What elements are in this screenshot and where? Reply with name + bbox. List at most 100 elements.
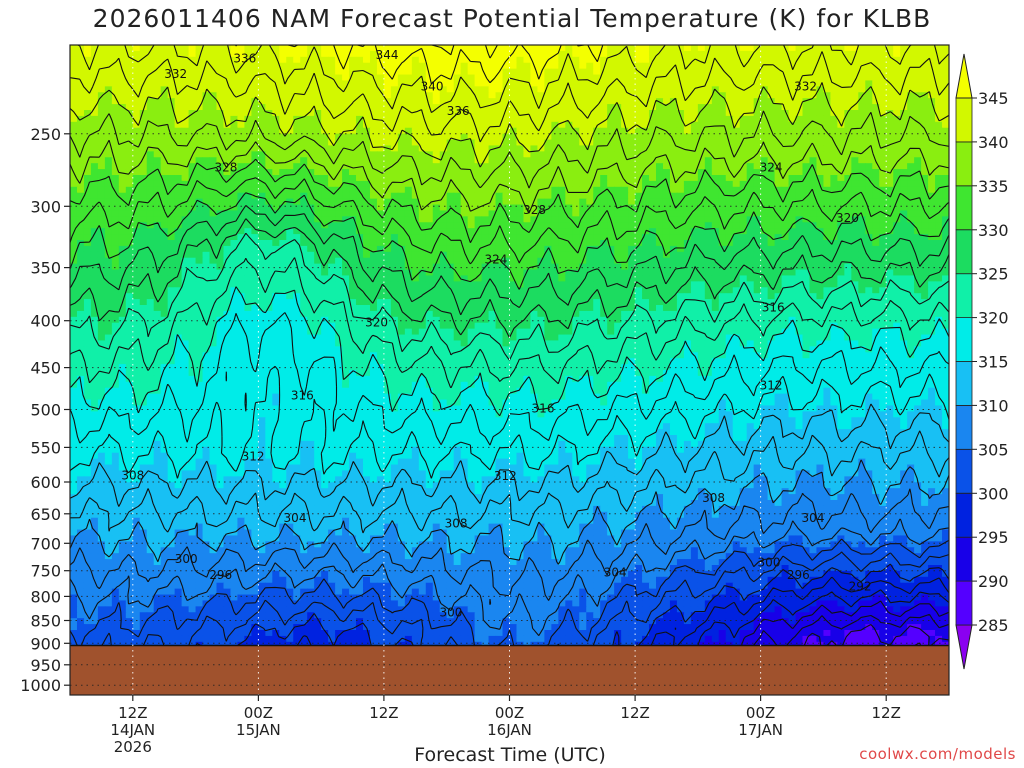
field-cell bbox=[70, 98, 78, 105]
field-cell bbox=[865, 74, 873, 82]
field-cell bbox=[314, 110, 322, 117]
field-cell bbox=[565, 157, 573, 164]
field-cell bbox=[383, 121, 392, 129]
field-cell bbox=[481, 145, 490, 152]
field-cell bbox=[495, 192, 504, 200]
field-cell bbox=[572, 133, 580, 141]
field-cell bbox=[279, 157, 287, 164]
field-cell bbox=[649, 245, 657, 253]
field-cell bbox=[697, 133, 706, 141]
field-cell bbox=[70, 133, 78, 141]
field-cell bbox=[453, 68, 462, 76]
field-cell bbox=[676, 234, 685, 241]
field-cell bbox=[321, 163, 329, 170]
field-cell bbox=[607, 145, 615, 152]
field-cell bbox=[865, 86, 873, 93]
field-cell bbox=[453, 198, 462, 206]
field-cell bbox=[321, 251, 329, 259]
field-cell bbox=[844, 50, 852, 58]
field-cell bbox=[223, 74, 232, 82]
field-cell bbox=[928, 257, 936, 265]
field-cell bbox=[160, 68, 169, 76]
field-cell bbox=[565, 263, 573, 271]
field-cell bbox=[188, 192, 197, 200]
field-cell bbox=[621, 92, 629, 99]
field-cell bbox=[293, 56, 301, 64]
field-cell bbox=[642, 121, 650, 129]
field-cell bbox=[223, 92, 232, 99]
field-cell bbox=[286, 139, 294, 147]
field-cell bbox=[746, 234, 755, 241]
field-cell bbox=[467, 45, 476, 52]
field-cell bbox=[439, 115, 448, 123]
field-cell bbox=[662, 151, 671, 158]
field-cell bbox=[216, 186, 225, 194]
field-cell bbox=[809, 251, 818, 259]
field-cell bbox=[356, 133, 364, 141]
field-cell bbox=[376, 251, 385, 259]
field-cell bbox=[823, 216, 832, 223]
field-cell bbox=[335, 110, 343, 117]
field-cell bbox=[893, 269, 901, 277]
field-cell bbox=[725, 62, 734, 70]
field-cell bbox=[879, 204, 887, 212]
field-cell bbox=[356, 56, 364, 64]
field-cell bbox=[858, 151, 866, 158]
field-cell bbox=[530, 180, 539, 188]
field-cell bbox=[914, 74, 922, 82]
field-cell bbox=[676, 115, 685, 123]
field-cell bbox=[844, 210, 852, 217]
field-cell bbox=[886, 62, 894, 70]
field-cell bbox=[788, 92, 797, 99]
field-cell bbox=[872, 228, 880, 235]
field-cell bbox=[439, 216, 448, 223]
field-cell bbox=[356, 110, 364, 117]
field-cell bbox=[188, 175, 197, 182]
field-cell bbox=[676, 74, 685, 82]
field-cell bbox=[411, 251, 420, 259]
field-cell bbox=[739, 92, 748, 99]
field-cell bbox=[865, 151, 873, 158]
field-cell bbox=[760, 115, 769, 123]
field-cell bbox=[558, 245, 566, 253]
field-cell bbox=[935, 222, 943, 229]
field-cell bbox=[683, 198, 692, 206]
field-cell bbox=[942, 228, 949, 235]
field-cell bbox=[746, 151, 755, 158]
field-cell bbox=[160, 263, 169, 271]
field-cell bbox=[167, 92, 176, 99]
field-cell bbox=[300, 216, 308, 223]
field-cell bbox=[230, 133, 239, 141]
field-cell bbox=[690, 192, 699, 200]
field-cell bbox=[816, 151, 825, 158]
field-cell bbox=[446, 234, 455, 241]
field-cell bbox=[725, 115, 734, 123]
field-cell bbox=[397, 56, 406, 64]
field-cell bbox=[823, 192, 832, 200]
field-cell bbox=[830, 68, 838, 76]
field-cell bbox=[830, 157, 838, 164]
field-cell bbox=[342, 240, 350, 247]
field-cell bbox=[411, 56, 420, 64]
field-cell bbox=[635, 74, 643, 82]
field-cell bbox=[418, 186, 427, 194]
field-cell bbox=[76, 139, 85, 147]
field-cell bbox=[669, 127, 678, 135]
field-cell bbox=[404, 145, 413, 152]
field-cell bbox=[642, 139, 650, 147]
field-cell bbox=[97, 275, 106, 282]
field-cell bbox=[900, 180, 908, 188]
field-cell bbox=[649, 98, 657, 105]
field-cell bbox=[774, 240, 783, 247]
field-cell bbox=[649, 80, 657, 87]
field-cell bbox=[537, 127, 545, 135]
field-cell bbox=[404, 222, 413, 229]
field-cell bbox=[837, 127, 845, 135]
field-cell bbox=[662, 110, 671, 117]
field-cell bbox=[614, 222, 622, 229]
field-cell bbox=[872, 145, 880, 152]
field-cell bbox=[439, 245, 448, 253]
field-cell bbox=[914, 68, 922, 76]
field-cell bbox=[363, 269, 371, 277]
field-cell bbox=[432, 234, 441, 241]
